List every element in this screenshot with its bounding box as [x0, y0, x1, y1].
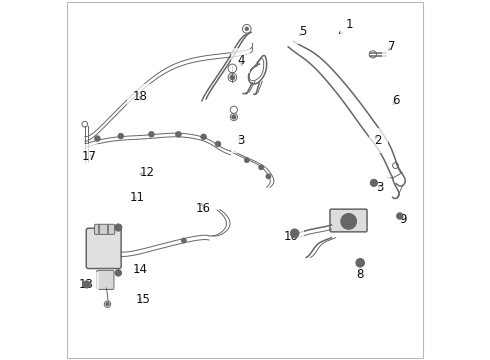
Text: 12: 12 — [140, 166, 154, 179]
Text: 7: 7 — [388, 40, 395, 53]
FancyBboxPatch shape — [330, 209, 367, 232]
Circle shape — [291, 229, 299, 238]
Text: 3: 3 — [376, 181, 384, 194]
Circle shape — [148, 131, 154, 137]
Circle shape — [259, 165, 264, 170]
Circle shape — [341, 213, 357, 229]
Circle shape — [215, 141, 221, 147]
Circle shape — [370, 179, 377, 186]
Circle shape — [181, 238, 186, 243]
Circle shape — [115, 270, 122, 276]
Text: 18: 18 — [133, 90, 148, 103]
Circle shape — [245, 27, 248, 31]
Circle shape — [175, 131, 181, 137]
Text: 2: 2 — [374, 134, 382, 147]
Circle shape — [356, 258, 365, 267]
Circle shape — [358, 261, 363, 265]
Text: 16: 16 — [196, 202, 211, 215]
Circle shape — [266, 174, 271, 179]
Circle shape — [83, 281, 90, 288]
Text: 13: 13 — [78, 278, 93, 291]
Text: 5: 5 — [299, 25, 306, 38]
Circle shape — [345, 218, 352, 225]
Text: 3: 3 — [237, 134, 245, 147]
Text: 8: 8 — [356, 268, 363, 281]
Circle shape — [115, 224, 122, 231]
Text: 1: 1 — [339, 18, 353, 33]
Text: 10: 10 — [284, 230, 298, 243]
Circle shape — [230, 75, 235, 80]
Circle shape — [245, 158, 249, 163]
Circle shape — [95, 136, 100, 141]
Text: 15: 15 — [136, 293, 151, 306]
Text: 11: 11 — [129, 191, 145, 204]
Text: 17: 17 — [82, 150, 97, 163]
Circle shape — [201, 134, 206, 140]
FancyBboxPatch shape — [95, 224, 115, 234]
Circle shape — [106, 302, 109, 306]
Circle shape — [372, 181, 376, 185]
FancyBboxPatch shape — [97, 270, 114, 289]
Text: 9: 9 — [400, 213, 407, 226]
Text: 6: 6 — [392, 94, 400, 107]
Circle shape — [232, 115, 236, 119]
Text: 14: 14 — [132, 263, 147, 276]
FancyBboxPatch shape — [86, 228, 121, 269]
Circle shape — [396, 213, 403, 219]
Text: 4: 4 — [237, 54, 245, 67]
Circle shape — [398, 215, 401, 217]
Circle shape — [118, 133, 123, 139]
